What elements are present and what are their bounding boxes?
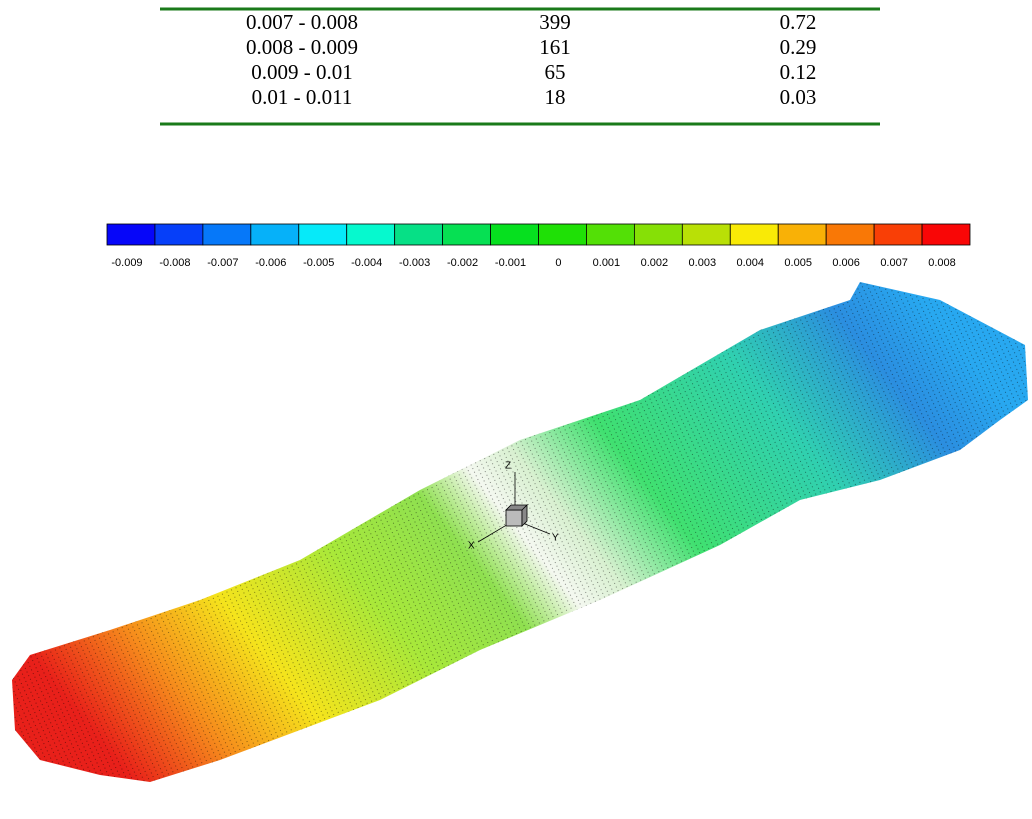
colorbar-label: 0 (555, 257, 561, 269)
color-swatch (681, 223, 731, 246)
table-cell: 0.009 - 0.01 (251, 60, 353, 84)
table-cell: 399 (539, 10, 571, 34)
colorbar-label: -0.005 (303, 257, 334, 269)
color-swatch (346, 223, 396, 246)
colorbar-label: -0.004 (351, 257, 382, 269)
colorbar-label: -0.002 (447, 257, 478, 269)
vector-texture (12, 282, 1028, 782)
table-cell: 0.01 - 0.011 (252, 85, 353, 109)
color-swatch (106, 223, 156, 246)
color-swatch (777, 223, 827, 246)
table-cell: 0.007 - 0.008 (246, 10, 358, 34)
color-swatch (154, 223, 204, 246)
colorbar-label: 0.001 (593, 257, 621, 269)
colorbar-label: 0.007 (880, 257, 908, 269)
color-swatch (825, 223, 875, 246)
colorbar-label: -0.009 (111, 257, 142, 269)
z-label: Z (505, 461, 511, 472)
color-swatch (442, 223, 491, 246)
colorbar-label: -0.007 (207, 257, 238, 269)
color-swatch (873, 223, 923, 246)
colorbar-label: 0.004 (736, 257, 764, 269)
color-swatch (538, 223, 587, 246)
color-swatch (490, 223, 539, 246)
color-swatch (586, 223, 635, 246)
color-swatch (298, 223, 348, 246)
table-cell: 0.72 (780, 10, 817, 34)
color-swatch (202, 223, 252, 246)
y-label: Y (552, 533, 559, 544)
table-cell: 18 (545, 85, 566, 109)
colorbar-label: 0.002 (641, 257, 669, 269)
vector-plot (12, 282, 1028, 782)
table-cell: 0.29 (780, 35, 817, 59)
colorbar-label: -0.006 (255, 257, 286, 269)
colorbar: -0.009 -0.008 -0.007 -0.006 -0.005 -0.004 -0.0… (106, 223, 971, 269)
x-label: X (468, 541, 475, 552)
colorbar-label: 0.003 (689, 257, 717, 269)
table: 0.007 - 0.008 399 0.72 0.008 - 0.009 161 0.29… (246, 10, 816, 109)
table-cell: 0.12 (780, 60, 817, 84)
colorbar-label: -0.001 (495, 257, 526, 269)
color-swatch (729, 223, 779, 246)
colorbar-label: 0.005 (784, 257, 812, 269)
table-cell: 0.03 (780, 85, 817, 109)
table-cell: 161 (539, 35, 571, 59)
colorbar-label: 0.008 (928, 257, 956, 269)
triad-cube-side (505, 504, 528, 527)
colorbar-label: -0.008 (159, 257, 190, 269)
table-cell: 65 (545, 60, 566, 84)
color-swatch (921, 223, 971, 246)
color-swatch (394, 223, 444, 246)
color-swatch (633, 223, 683, 246)
axis-triad: Z X Y (468, 461, 559, 552)
color-swatch (250, 223, 300, 246)
colorbar-label: 0.006 (832, 257, 860, 269)
triad-cube (505, 509, 523, 527)
colorbar-label: -0.003 (399, 257, 430, 269)
table-cell: 0.008 - 0.009 (246, 35, 358, 59)
